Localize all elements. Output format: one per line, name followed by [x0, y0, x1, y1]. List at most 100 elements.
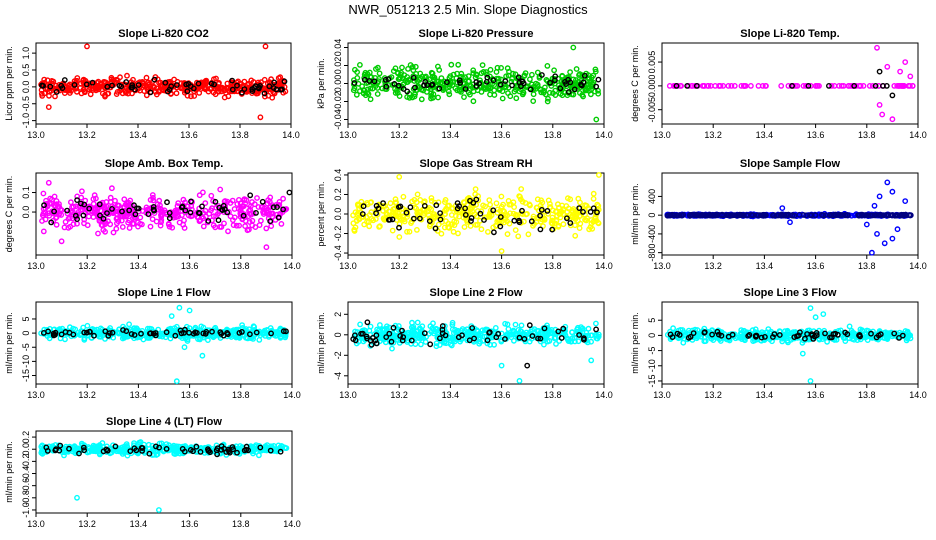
data-point	[406, 228, 413, 235]
data-point	[564, 215, 570, 222]
data-point	[373, 202, 380, 209]
x-tick-label: 13.2	[704, 261, 722, 271]
data-point	[58, 238, 65, 245]
data-point	[181, 344, 188, 351]
data-point	[441, 211, 448, 218]
data-point	[527, 86, 534, 93]
data-point	[826, 83, 832, 89]
y-axis-label: degrees C per min.	[630, 45, 640, 122]
data-point	[221, 94, 228, 101]
data-point	[373, 210, 379, 217]
x-tick-label: 13.0	[339, 130, 357, 140]
y-axis-label: degrees C per min.	[4, 176, 14, 253]
data-point	[529, 71, 535, 78]
data-point	[268, 76, 274, 83]
data-point	[468, 218, 474, 224]
data-point	[490, 207, 497, 214]
data-point	[353, 91, 360, 98]
data-point	[442, 218, 449, 225]
data-point	[879, 111, 886, 118]
data-point	[549, 226, 556, 233]
data-point	[80, 76, 87, 83]
data-point	[414, 84, 421, 91]
data-point	[524, 362, 531, 369]
data-point	[150, 206, 157, 213]
data-point	[119, 224, 126, 230]
data-point	[59, 85, 66, 92]
data-point	[516, 88, 523, 95]
data-point	[438, 230, 445, 237]
data-point	[166, 215, 173, 222]
data-point	[569, 329, 576, 336]
data-point	[451, 218, 458, 225]
data-point	[418, 96, 425, 103]
data-point	[149, 216, 156, 223]
data-point	[356, 88, 363, 95]
data-point	[590, 72, 597, 79]
x-tick-label: 13.8	[231, 130, 249, 140]
data-point	[805, 83, 812, 89]
data-point	[466, 91, 473, 98]
x-tick-label: 13.2	[390, 390, 408, 400]
data-point	[254, 195, 260, 201]
data-point	[269, 94, 276, 101]
data-point	[486, 197, 493, 204]
data-point	[95, 230, 101, 237]
series-2	[664, 211, 914, 219]
data-point	[487, 91, 493, 98]
data-point	[570, 44, 577, 51]
data-point	[820, 311, 827, 317]
data-point	[82, 89, 88, 96]
data-point	[74, 88, 80, 95]
data-point	[166, 86, 173, 93]
data-point	[248, 211, 254, 218]
data-point	[544, 63, 551, 69]
data-point	[542, 84, 548, 91]
y-tick-label: 0.2	[21, 431, 31, 444]
data-point	[515, 233, 522, 240]
data-point	[376, 223, 382, 230]
data-point	[113, 76, 120, 83]
x-tick-label: 13.8	[544, 261, 562, 271]
data-point	[351, 66, 358, 73]
data-point	[229, 197, 236, 204]
data-point	[545, 210, 551, 217]
data-point	[236, 222, 243, 229]
data-point	[498, 362, 505, 369]
y-tick-label: 0.0	[21, 81, 31, 94]
data-point	[573, 210, 580, 217]
data-point	[364, 86, 371, 93]
data-point	[498, 65, 504, 71]
x-tick-label: 14.0	[909, 261, 927, 271]
data-point	[259, 198, 266, 205]
data-point	[227, 213, 234, 220]
data-point	[535, 207, 542, 214]
data-point	[524, 210, 530, 217]
data-point	[490, 224, 497, 231]
data-point	[89, 79, 96, 86]
data-point	[487, 66, 494, 73]
data-point	[432, 225, 439, 232]
data-point	[251, 201, 258, 208]
panel-4: Slope Amb. Box Temp.13.0 13.2 13.4 13.6 13.8…	[4, 158, 301, 271]
data-point	[545, 95, 551, 102]
data-point	[557, 210, 564, 217]
data-point	[187, 83, 194, 90]
data-point	[199, 352, 206, 359]
data-point	[382, 76, 389, 83]
data-point	[551, 220, 558, 227]
data-point	[175, 200, 182, 207]
data-point	[357, 321, 363, 328]
data-point	[385, 76, 392, 83]
data-point	[96, 83, 103, 90]
data-point	[109, 185, 115, 192]
x-tick-label: 13.6	[181, 390, 199, 400]
data-point	[582, 86, 589, 93]
series-2	[673, 68, 896, 99]
data-point	[389, 345, 395, 352]
data-point	[552, 73, 559, 80]
data-point	[869, 249, 875, 256]
data-point	[41, 202, 47, 209]
data-point	[505, 72, 512, 79]
